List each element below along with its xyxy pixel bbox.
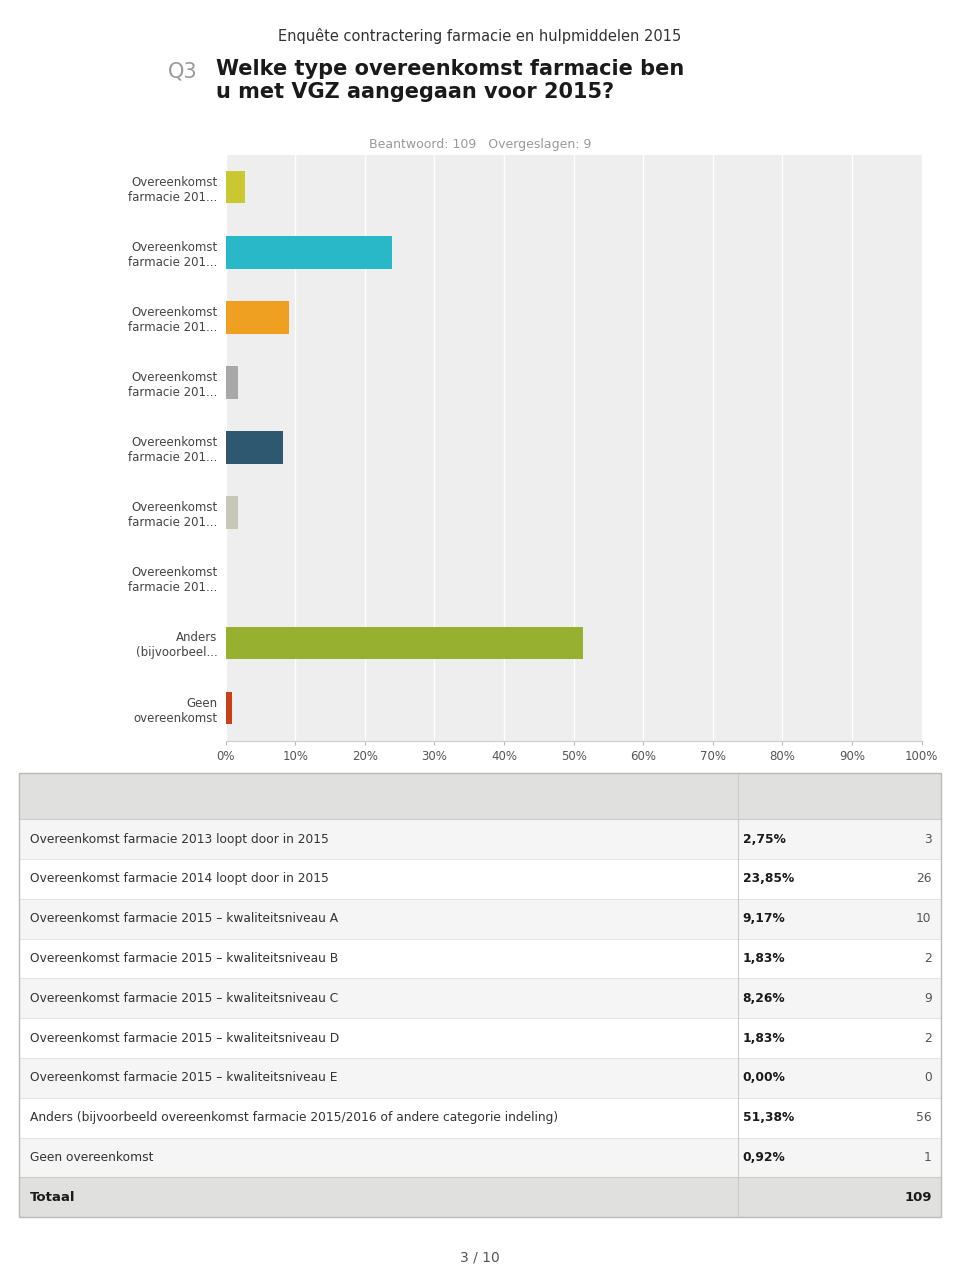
Text: 1,83%: 1,83% [743,1032,785,1045]
Bar [226,692,232,724]
Text: Overeenkomst farmacie 2015 – kwaliteitsniveau D: Overeenkomst farmacie 2015 – kwaliteitsn… [31,1032,340,1045]
Text: Welke type overeenkomst farmacie ben
u met VGZ aangegaan voor 2015?: Welke type overeenkomst farmacie ben u m… [216,59,684,103]
Text: 2: 2 [924,1032,931,1045]
Text: 10: 10 [916,912,931,925]
Bar [19,1019,941,1057]
Text: 0: 0 [924,1072,931,1084]
Text: 0,00%: 0,00% [743,1072,785,1084]
Bar [19,819,941,859]
Text: 51,38%: 51,38% [743,1112,794,1124]
Bar [19,859,941,899]
Bar [19,899,941,939]
Text: Overeenkomst farmacie 2015 – kwaliteitsniveau B: Overeenkomst farmacie 2015 – kwaliteitsn… [31,952,339,965]
Text: Enquête contractering farmacie en hulpmiddelen 2015: Enquête contractering farmacie en hulpmi… [278,28,682,44]
Text: Totaal: Totaal [31,1191,76,1204]
Bar [19,1097,941,1137]
Text: 3: 3 [924,832,931,846]
Text: Q3: Q3 [168,62,198,82]
Bar [226,431,283,464]
Bar [226,366,238,399]
Text: 2,75%: 2,75% [743,832,785,846]
Text: 0,92%: 0,92% [743,1151,785,1164]
Bar [19,939,941,979]
Bar [19,1177,941,1217]
Text: 9,17%: 9,17% [743,912,785,925]
Text: Overeenkomst farmacie 2015 – kwaliteitsniveau A: Overeenkomst farmacie 2015 – kwaliteitsn… [31,912,338,925]
Bar [19,1137,941,1177]
Text: 1: 1 [924,1151,931,1164]
Bar [226,171,245,204]
Text: 9: 9 [924,992,931,1005]
Text: 3 / 10: 3 / 10 [460,1251,500,1265]
Text: Beantwoord: 109   Overgeslagen: 9: Beantwoord: 109 Overgeslagen: 9 [369,138,591,151]
Text: 23,85%: 23,85% [743,872,794,885]
Text: Overeenkomst farmacie 2015 – kwaliteitsniveau E: Overeenkomst farmacie 2015 – kwaliteitsn… [31,1072,338,1084]
Bar [19,773,941,819]
Text: Overeenkomst farmacie 2014 loopt door in 2015: Overeenkomst farmacie 2014 loopt door in… [31,872,329,885]
Text: Overeenkomst farmacie 2015 – kwaliteitsniveau C: Overeenkomst farmacie 2015 – kwaliteitsn… [31,992,339,1005]
Bar [19,1057,941,1097]
Text: Geen overeenkomst: Geen overeenkomst [31,1151,154,1164]
Text: Anders (bijvoorbeeld overeenkomst farmacie 2015/2016 of andere categorie indelin: Anders (bijvoorbeeld overeenkomst farmac… [31,1112,559,1124]
Text: 56: 56 [916,1112,931,1124]
Bar [19,979,941,1019]
Text: Antwoordkeuzen: Antwoordkeuzen [31,790,156,802]
Text: 1,83%: 1,83% [743,952,785,965]
Bar [226,301,289,334]
Text: Reacties: Reacties [743,790,806,802]
Text: Overeenkomst farmacie 2013 loopt door in 2015: Overeenkomst farmacie 2013 loopt door in… [31,832,329,846]
Bar [226,496,238,529]
Text: 109: 109 [904,1191,931,1204]
Text: 8,26%: 8,26% [743,992,785,1005]
Bar [226,627,584,659]
Text: 26: 26 [916,872,931,885]
Text: 2: 2 [924,952,931,965]
Bar [226,236,392,268]
